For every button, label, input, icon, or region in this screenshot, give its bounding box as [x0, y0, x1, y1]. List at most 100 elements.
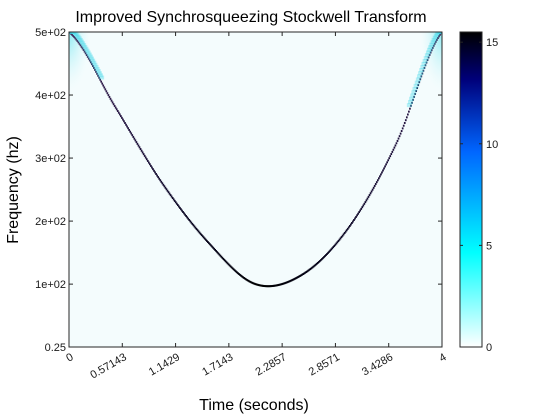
- ridge-point: [114, 106, 117, 109]
- ridge-point: [126, 125, 128, 128]
- ridge-point: [279, 283, 282, 286]
- colorbar-tick-label: 0: [486, 342, 492, 354]
- ridge-point: [226, 262, 229, 265]
- ridge-point: [154, 171, 156, 174]
- ridge-point: [213, 247, 215, 250]
- ridge-point: [397, 137, 400, 140]
- ridge-point: [351, 222, 353, 225]
- ridge-point: [96, 72, 98, 75]
- ridge-point: [269, 285, 271, 288]
- ridge-point: [345, 229, 348, 232]
- ridge-halo: [423, 56, 429, 61]
- ridge-point: [105, 90, 108, 93]
- ridge-point: [418, 81, 421, 84]
- ridge-point: [329, 249, 331, 252]
- ridge-point: [106, 92, 109, 95]
- ridge-point: [248, 280, 251, 283]
- ridge-point: [142, 153, 145, 156]
- ridge-halo: [83, 46, 89, 51]
- ridge-point: [239, 273, 241, 276]
- ridge-point: [427, 56, 430, 59]
- edge-artifact-left: [69, 32, 91, 92]
- ridge-point: [301, 273, 304, 276]
- ridge-point: [158, 177, 161, 180]
- ridge-halo: [407, 99, 413, 104]
- ridge-halo: [438, 32, 442, 34]
- ridge-point: [373, 184, 376, 187]
- ridge-point: [87, 57, 90, 60]
- ridge-point: [409, 107, 411, 110]
- ridge-point: [237, 272, 239, 275]
- ridge-point: [392, 148, 395, 151]
- ridge-point: [97, 74, 99, 77]
- ridge-point: [104, 88, 107, 91]
- ridge-point: [171, 197, 174, 199]
- plot-area: 0 0.57143 1.1429 1.7143 2.2857 2.8571 3.4286 4 …: [35, 27, 448, 381]
- ridge-point: [169, 194, 172, 197]
- ridge-point: [229, 265, 232, 268]
- ridge-point: [354, 217, 356, 220]
- ridge-point: [149, 163, 151, 166]
- ridge-point: [222, 257, 225, 260]
- ridge-point: [89, 61, 92, 64]
- ridge-point: [289, 279, 292, 282]
- ridge-point: [108, 95, 111, 98]
- ridge-point: [136, 142, 139, 145]
- ridge-point: [84, 52, 87, 55]
- ridge-point: [153, 169, 155, 172]
- ridge-point: [77, 41, 80, 44]
- chart-title: Improved Synchrosqueezing Stockwell Tran…: [75, 9, 426, 26]
- ridge-point: [288, 280, 291, 283]
- ridge-point: [257, 284, 260, 287]
- ridge-point: [151, 166, 153, 169]
- ridge-point: [178, 205, 180, 208]
- ridge-point: [342, 233, 345, 236]
- ridge-point: [139, 148, 142, 151]
- ridge-halo: [96, 71, 102, 76]
- ridge-point: [282, 282, 285, 285]
- ridge-point: [303, 272, 306, 275]
- colorbar-tick-label: 10: [486, 139, 498, 151]
- ridge-point: [120, 115, 122, 118]
- ridge-halo: [420, 64, 426, 69]
- ridge-point: [357, 212, 359, 215]
- ridge-point: [199, 232, 202, 235]
- ridge-point: [407, 113, 409, 116]
- ridge-point: [224, 260, 227, 263]
- colorbar-tick-label: 15: [486, 37, 498, 49]
- ridge-point: [163, 185, 166, 188]
- ridge-point: [79, 44, 82, 47]
- ridge-point: [343, 232, 346, 235]
- ridge-point: [184, 213, 186, 216]
- ridge-point: [411, 101, 413, 104]
- ridge-point: [250, 281, 253, 284]
- plot-background: [69, 32, 442, 347]
- ridge-point: [227, 263, 230, 266]
- ridge-point: [396, 139, 399, 142]
- ridge-point: [233, 269, 236, 272]
- ridge-point: [116, 110, 119, 113]
- ridge-point: [88, 59, 91, 62]
- ridge-point: [256, 283, 259, 286]
- ridge-halo: [425, 50, 431, 55]
- ridge-point: [338, 238, 341, 241]
- ridge-halo: [99, 75, 105, 80]
- ridge-point: [294, 277, 296, 280]
- ridge-point: [426, 58, 429, 61]
- y-axis-ticks: 0.25 1e+02 2e+02 3e+02 4e+02 5e+02: [35, 27, 442, 354]
- ridge-point: [275, 284, 278, 287]
- ridge-point: [295, 277, 297, 280]
- ridge-point: [283, 282, 286, 285]
- ridge-point: [69, 32, 71, 34]
- ridge-point: [162, 183, 165, 186]
- ridge-point: [74, 37, 77, 40]
- ridge-point: [113, 104, 116, 107]
- ridge-point: [262, 284, 265, 287]
- colorbar-gradient: [460, 32, 482, 347]
- ridge-point: [334, 243, 337, 246]
- ridge-series: [69, 32, 442, 288]
- x-axis-label: Time (seconds): [199, 397, 309, 414]
- colorbar: 0 5 10 15: [459, 31, 498, 354]
- ridge-halo: [69, 32, 74, 34]
- ridge-point: [147, 161, 150, 164]
